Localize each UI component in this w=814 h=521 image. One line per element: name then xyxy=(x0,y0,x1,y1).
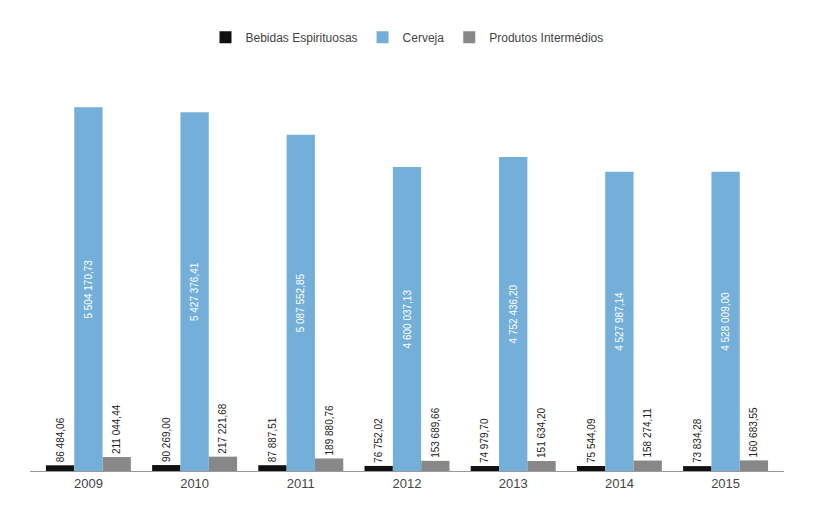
svg-text:151 634,20: 151 634,20 xyxy=(536,407,547,457)
svg-text:2014: 2014 xyxy=(605,476,634,491)
svg-text:5 504 170,73: 5 504 170,73 xyxy=(83,260,94,319)
svg-text:4 528 009,00: 4 528 009,00 xyxy=(720,292,731,351)
svg-text:73 834,28: 73 834,28 xyxy=(692,418,703,463)
svg-text:2015: 2015 xyxy=(711,476,740,491)
svg-text:2012: 2012 xyxy=(393,476,422,491)
svg-text:2009: 2009 xyxy=(74,476,103,491)
svg-text:87 887,51: 87 887,51 xyxy=(267,417,278,462)
svg-text:217 221,68: 217 221,68 xyxy=(217,403,228,453)
svg-text:4 752 436,20: 4 752 436,20 xyxy=(508,285,519,344)
svg-text:4 527 987,14: 4 527 987,14 xyxy=(614,292,625,351)
svg-text:2010: 2010 xyxy=(180,476,209,491)
svg-text:211 044,44: 211 044,44 xyxy=(111,404,122,454)
svg-text:86 484,06: 86 484,06 xyxy=(55,417,66,462)
svg-text:5 427 376,41: 5 427 376,41 xyxy=(189,262,200,321)
svg-text:158 274,11: 158 274,11 xyxy=(642,408,653,458)
svg-text:90 269,00: 90 269,00 xyxy=(161,417,172,462)
svg-text:160 683,55: 160 683,55 xyxy=(748,407,759,457)
svg-text:4 600 037,13: 4 600 037,13 xyxy=(402,290,413,349)
svg-text:189 880,76: 189 880,76 xyxy=(324,405,335,455)
svg-text:2013: 2013 xyxy=(499,476,528,491)
svg-text:Cerveja: Cerveja xyxy=(403,31,445,45)
svg-text:5 087 552,85: 5 087 552,85 xyxy=(295,273,306,332)
svg-text:2011: 2011 xyxy=(287,476,315,491)
svg-text:76 752,02: 76 752,02 xyxy=(373,418,384,463)
svg-text:Produtos Intermédios: Produtos Intermédios xyxy=(489,31,603,45)
svg-text:Bebidas Espirituosas: Bebidas Espirituosas xyxy=(246,31,358,45)
svg-text:74 979,70: 74 979,70 xyxy=(479,418,490,463)
svg-text:75 544,09: 75 544,09 xyxy=(586,418,597,463)
svg-text:153 689,66: 153 689,66 xyxy=(430,407,441,457)
